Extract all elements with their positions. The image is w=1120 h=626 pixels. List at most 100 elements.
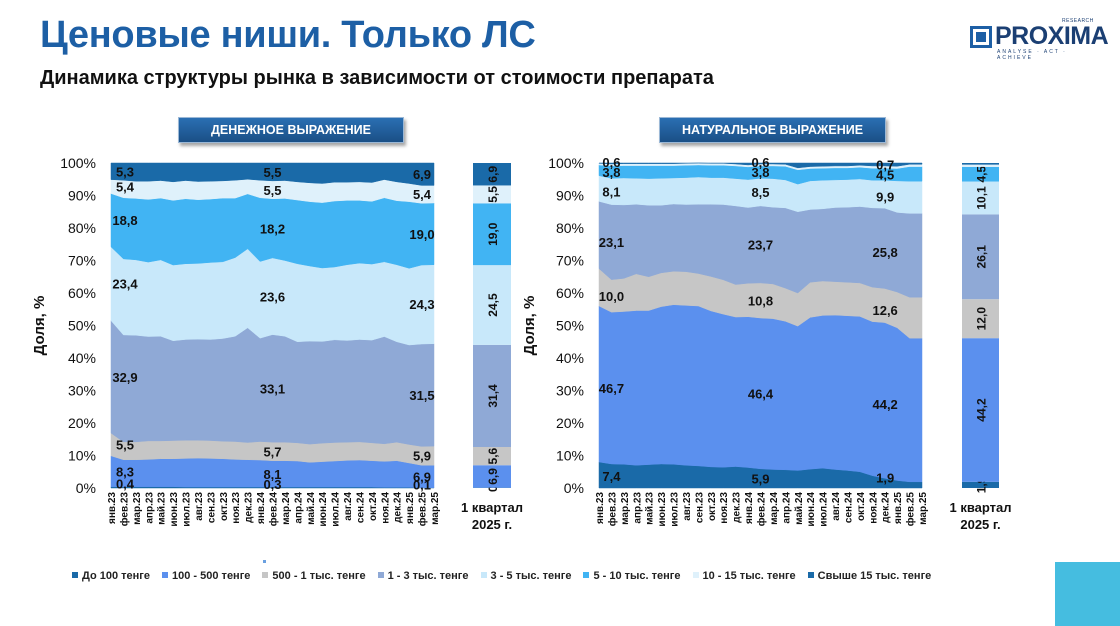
- y-tick-label: 10%: [68, 448, 96, 464]
- data-label: 8,1: [602, 184, 620, 199]
- quarter-bar-segment: [962, 299, 999, 339]
- page-title: Ценовые ниши. Только ЛС: [40, 14, 536, 56]
- corner-decoration: [1055, 562, 1120, 626]
- quarter-bar-segment: [473, 465, 511, 488]
- area-series: [110, 162, 435, 186]
- x-tick-label: июн.24: [318, 492, 329, 527]
- y-tick-label: 100%: [60, 155, 96, 171]
- area-series: [598, 162, 923, 169]
- legend: До 100 тенге 100 - 500 тенге 500 - 1 тыс. …: [72, 570, 992, 584]
- data-label: 5,5: [116, 437, 134, 452]
- y-tick-label: 20%: [68, 415, 96, 431]
- chart-natural: 0% 10% 20% 30% 40% 50% 60% 70% 80% 90% 100% Доля, %…: [521, 155, 1012, 532]
- panel-label-money: ДЕНЕЖНОЕ ВЫРАЖЕНИЕ: [178, 117, 404, 143]
- logo-research: RESEARCH: [1062, 18, 1094, 24]
- x-tick-label: апр.23: [144, 492, 155, 524]
- x-tick-label: янв.25: [405, 492, 416, 524]
- quarter-bar-segment: [962, 214, 999, 300]
- quarter-bar-label: 6,9: [486, 166, 500, 183]
- data-label: 0,6: [751, 155, 769, 170]
- legend-item: 3 - 5 тыс. тенге: [480, 570, 571, 582]
- x-tick-label: сен.24: [355, 492, 366, 524]
- x-tick-label: янв.24: [256, 492, 267, 524]
- quarter-bar-label: 24,5: [486, 293, 500, 317]
- x-tick-label: мар.24: [769, 492, 780, 525]
- data-label: 6,9: [413, 469, 431, 484]
- legend-swatch: [480, 572, 487, 578]
- legend-label: 100 - 500 тенге: [172, 570, 251, 582]
- legend-swatch: [262, 572, 269, 578]
- data-label: 23,6: [260, 289, 285, 304]
- logo-square-icon: [970, 26, 992, 48]
- quarter-bar-label: 6,9: [486, 468, 500, 485]
- legend-item: 5 - 10 тыс. тенге: [583, 570, 681, 582]
- y-tick-label: 80%: [68, 220, 96, 236]
- data-label: 0,1: [413, 478, 431, 493]
- quarter-bar-label: 10,1: [975, 186, 989, 210]
- x-tick-label: фев.25: [905, 492, 917, 527]
- x-tick-label: авг.24: [831, 492, 842, 521]
- panel-label-natural: НАТУРАЛЬНОЕ ВЫРАЖЕНИЕ: [659, 117, 886, 143]
- data-label: 7,4: [602, 469, 621, 484]
- x-tick-label: окт.24: [368, 492, 379, 521]
- y-tick-label: 0%: [76, 480, 96, 496]
- data-label: 10,0: [599, 289, 624, 304]
- x-tick-label: дек.24: [393, 492, 404, 523]
- data-label: 23,1: [599, 235, 624, 250]
- x-tick-label: мар.23: [132, 492, 143, 525]
- quarter-bar-segment: [473, 185, 511, 204]
- data-label: 3,8: [602, 165, 620, 180]
- y-tick-label: 80%: [556, 220, 584, 236]
- x-tick-label: июл.23: [182, 492, 193, 527]
- quarter-bar-segment: [962, 181, 999, 215]
- quarter-label: 1 квартал: [949, 500, 1011, 515]
- data-label: 0,3: [263, 477, 281, 492]
- x-tick-label: авг.23: [682, 492, 693, 521]
- data-label: 12,6: [872, 303, 897, 318]
- x-tick-label: мар.25: [918, 492, 929, 525]
- y-tick-label: 30%: [68, 383, 96, 399]
- legend-label: До 100 тенге: [82, 570, 151, 582]
- quarter-bar-segment: [962, 481, 999, 488]
- x-tick-label: сен.23: [206, 492, 217, 524]
- data-label: 8,5: [751, 185, 769, 200]
- legend-item: 100 - 500 тенге: [162, 570, 250, 582]
- page-subtitle: Динамика структуры рынка в зависимости о…: [40, 67, 714, 89]
- x-tick-label: июл.24: [819, 492, 830, 527]
- data-label: 18,8: [112, 213, 137, 228]
- quarter-label: 2025 г.: [472, 517, 512, 532]
- x-tick-label: фев.25: [417, 492, 429, 527]
- y-tick-label: 70%: [556, 253, 584, 269]
- x-tick-label: ноя.23: [719, 492, 730, 524]
- data-label: 5,7: [263, 444, 281, 459]
- data-label: 5,4: [116, 180, 135, 195]
- legend-label: 10 - 15 тыс. тенге: [702, 570, 796, 582]
- x-tick-label: окт.24: [856, 492, 867, 521]
- quarter-bar-segment: [962, 338, 999, 482]
- x-tick-label: фев.24: [756, 492, 768, 527]
- x-tick-label: дек.23: [732, 492, 743, 523]
- data-label: 5,9: [751, 471, 769, 486]
- data-label: 9,9: [876, 190, 894, 205]
- y-tick-label: 60%: [68, 285, 96, 301]
- x-tick-label: авг.23: [194, 492, 205, 521]
- data-label: 3,8: [751, 165, 769, 180]
- x-tick-label: май.23: [157, 492, 168, 525]
- x-tick-label: дек.23: [244, 492, 255, 523]
- quarter-bar-segment: [473, 203, 511, 266]
- quarter-bar-label: 26,1: [975, 245, 989, 269]
- y-tick-label: 40%: [556, 350, 584, 366]
- data-label: 5,4: [413, 187, 432, 202]
- x-tick-label: янв.25: [893, 492, 904, 524]
- data-label: 18,2: [260, 221, 285, 236]
- x-tick-label: фев.24: [268, 492, 280, 527]
- x-tick-label: сен.23: [694, 492, 705, 524]
- quarter-bar-label: 5,6: [486, 447, 500, 464]
- x-tick-label: авг.24: [343, 492, 354, 521]
- x-tick-label: мар.23: [620, 492, 631, 525]
- x-tick-label: сен.24: [843, 492, 854, 524]
- data-label: 23,7: [748, 237, 773, 252]
- data-label: 10,8: [748, 293, 773, 308]
- data-label: 33,1: [260, 381, 285, 396]
